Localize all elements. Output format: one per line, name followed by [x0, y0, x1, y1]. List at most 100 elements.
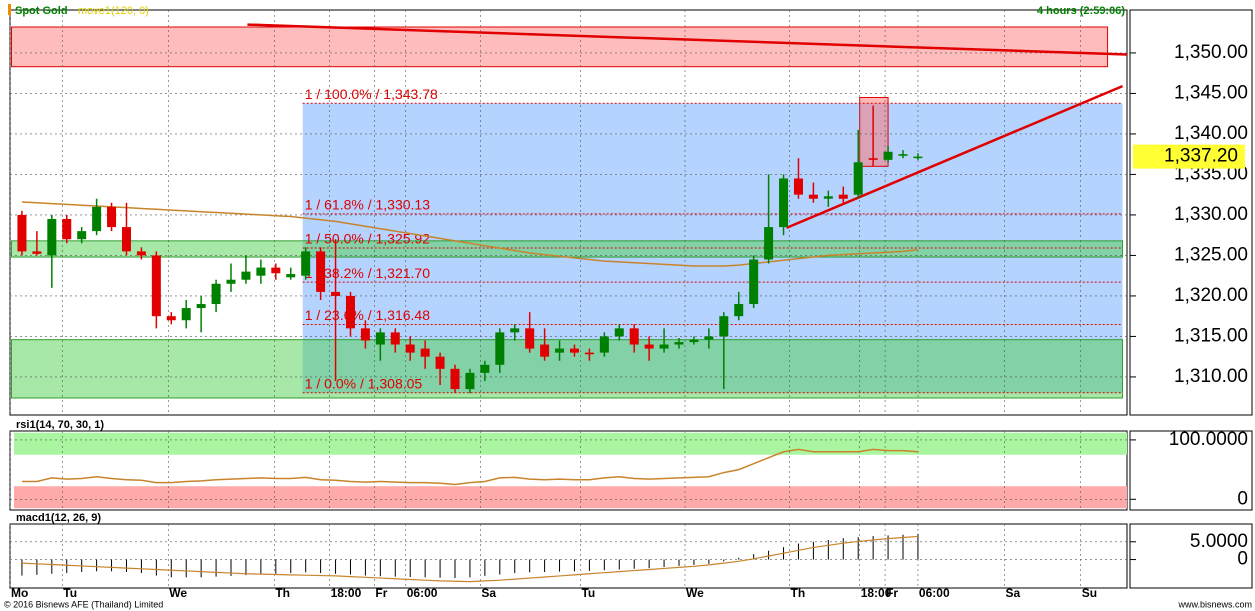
- candle-body: [689, 339, 699, 343]
- y-tick-label: 1,350.00: [1174, 42, 1248, 63]
- candle-body: [241, 271, 251, 280]
- fib-label: 1 / 100.0% / 1,343.78: [305, 86, 438, 102]
- candle-body: [465, 372, 475, 390]
- candle-body: [450, 368, 460, 390]
- candle-body: [749, 259, 759, 305]
- candle-body: [480, 364, 490, 373]
- x-tick-label: Th: [791, 586, 806, 600]
- current-price-box: [1133, 144, 1245, 169]
- fib-label: 1 / 0.0% / 1,308.05: [305, 375, 423, 391]
- candle-body: [525, 328, 535, 349]
- x-tick-label: Sa: [1006, 586, 1021, 600]
- candle-body: [181, 308, 191, 321]
- candle-body: [62, 218, 72, 240]
- y-tick-label: 0: [1237, 488, 1248, 509]
- rsi-line: [21, 448, 918, 486]
- candle-body: [584, 352, 594, 355]
- y-tick-label: 1,320.00: [1174, 285, 1248, 306]
- candle-body: [674, 342, 684, 345]
- candle-body: [271, 267, 281, 274]
- candle-body: [390, 332, 400, 345]
- candle-body: [764, 227, 774, 260]
- zone: [10, 339, 1124, 399]
- candle-body: [510, 328, 520, 333]
- x-tick-label: 06:00: [919, 586, 950, 600]
- band: [14, 486, 1127, 509]
- signal-line: [21, 535, 918, 583]
- candle-body: [77, 231, 87, 240]
- x-tick-label: We: [169, 586, 187, 600]
- candle-body: [375, 332, 385, 345]
- candle-body: [629, 328, 639, 345]
- axis-frame: [1129, 430, 1253, 511]
- y-tick-label: 5.0000: [1190, 531, 1248, 552]
- candle-body: [555, 348, 565, 353]
- x-tick-label: Tu: [63, 586, 77, 600]
- header-marker: [8, 4, 11, 15]
- candle-body: [898, 154, 908, 156]
- candle-body: [644, 344, 654, 349]
- x-tick-label: Th: [275, 586, 290, 600]
- y-tick-label: 1,335.00: [1174, 163, 1248, 184]
- candle-body: [734, 304, 744, 317]
- fib-label: 1 / 23.6% / 1,316.48: [305, 307, 431, 323]
- candle-body: [420, 348, 430, 357]
- candle-body: [868, 158, 878, 160]
- axis-frame: [1129, 9, 1253, 416]
- y-tick-label: 0: [1237, 549, 1248, 570]
- rsi-title: rsi1(14, 70, 30, 1): [16, 419, 104, 431]
- x-tick-label: Mo: [11, 586, 28, 600]
- candle-body: [495, 332, 505, 365]
- current-price-label: 1,337.20: [1164, 146, 1238, 167]
- x-tick-label: We: [686, 586, 704, 600]
- candle-body: [614, 328, 624, 337]
- candle-body: [779, 178, 789, 228]
- candle-body: [196, 304, 206, 309]
- candle-body: [345, 295, 355, 329]
- candle-body: [226, 279, 236, 284]
- x-tick-label: Fr: [375, 586, 387, 600]
- trendline: [786, 84, 1124, 230]
- candle-body: [17, 214, 27, 252]
- axis-frame: [1129, 523, 1253, 589]
- candle-body: [211, 283, 221, 305]
- candle-body: [540, 344, 550, 357]
- candle-body: [166, 316, 176, 321]
- y-tick-label: 1,340.00: [1174, 123, 1248, 144]
- y-tick-label: 1,325.00: [1174, 244, 1248, 265]
- candle-body: [838, 194, 848, 199]
- candle-body: [435, 356, 445, 369]
- x-tick-label: Fr: [886, 586, 898, 600]
- candle-body: [286, 274, 296, 278]
- candle-body: [107, 206, 117, 228]
- y-tick-label: 100.0000: [1169, 429, 1248, 450]
- candle-body: [569, 348, 579, 353]
- y-tick-label: 1,315.00: [1174, 325, 1248, 346]
- x-tick-label: 06:00: [407, 586, 438, 600]
- y-tick-label: 1,345.00: [1174, 82, 1248, 103]
- fib-label: 1 / 61.8% / 1,330.13: [305, 197, 431, 213]
- candle-body: [405, 344, 415, 353]
- candle-body: [793, 178, 803, 195]
- panel-frame: [9, 523, 1128, 589]
- timeframe: 4 hours (2:59:06): [1037, 5, 1125, 17]
- x-tick-label: Su: [1082, 586, 1097, 600]
- candle-body: [808, 194, 818, 199]
- x-tick-label: 18:00: [331, 586, 362, 600]
- candle-body: [331, 291, 341, 296]
- band: [14, 432, 1127, 455]
- candle-body: [256, 267, 266, 276]
- candle-body: [121, 227, 131, 252]
- candle-body: [599, 336, 609, 353]
- candle-body: [136, 251, 146, 256]
- candle-body: [32, 251, 42, 254]
- candle-body: [659, 344, 669, 349]
- plot-layer: 1 / 100.0% / 1,343.78 1 / 61.8% / 1,330.1…: [9, 9, 1253, 600]
- zone: [10, 240, 1124, 258]
- y-tick-label: 1,330.00: [1174, 204, 1248, 225]
- macd-title: macd1(12, 26, 9): [16, 512, 101, 524]
- x-tick-label: Tu: [581, 586, 595, 600]
- chart-subtitle: move1(120, 0): [78, 5, 149, 17]
- x-tick-label: 18:00: [861, 586, 892, 600]
